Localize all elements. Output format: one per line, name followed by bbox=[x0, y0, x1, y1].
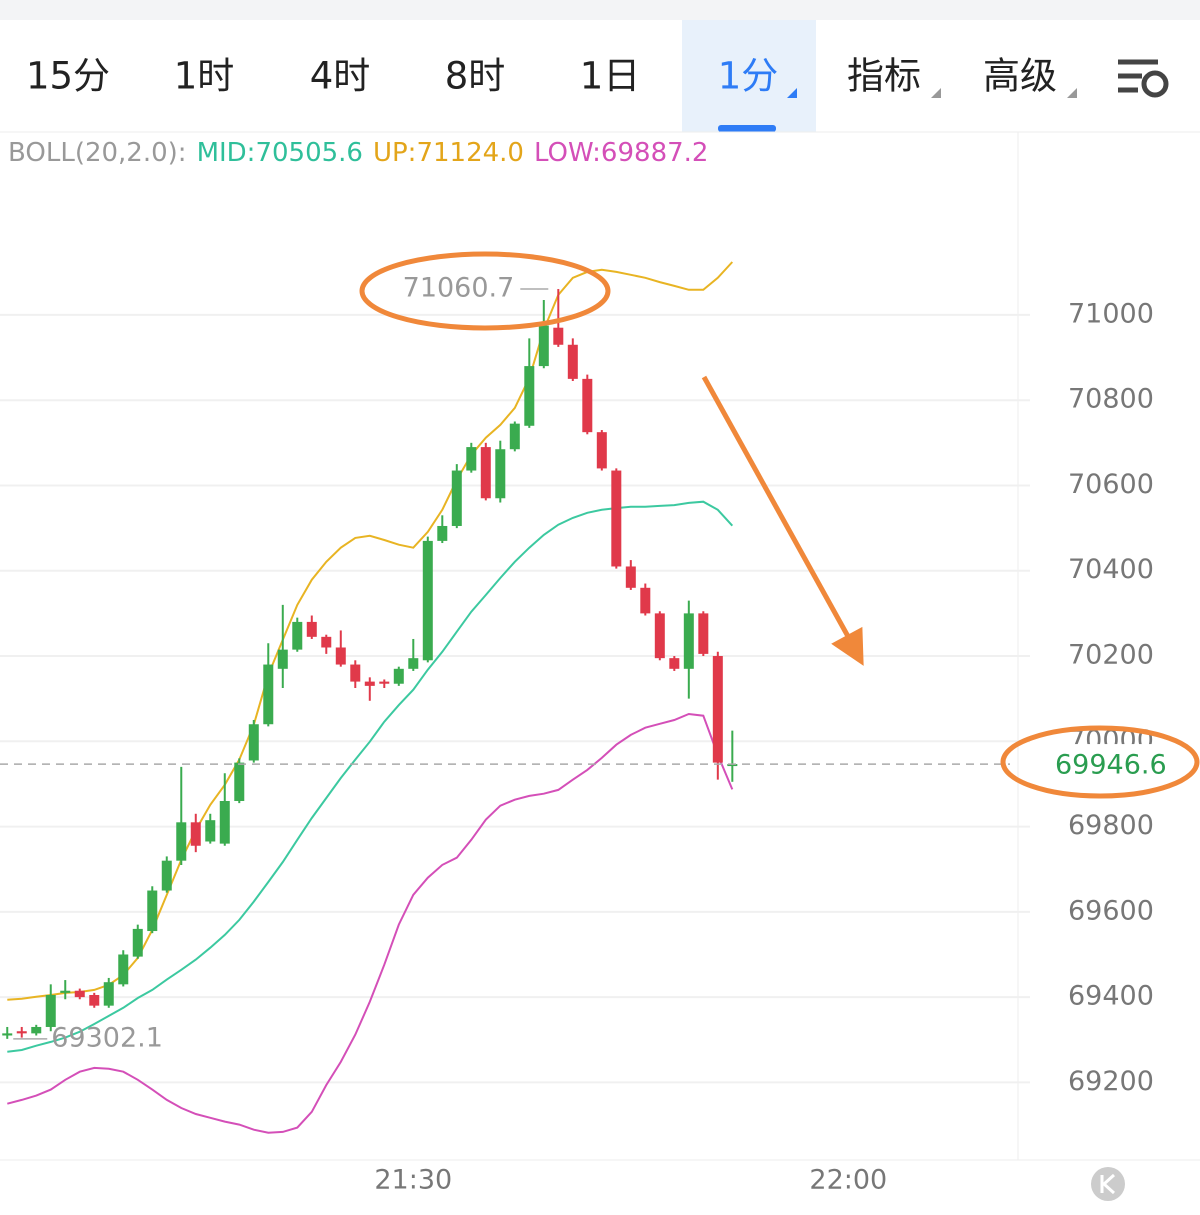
candle-body bbox=[538, 325, 549, 367]
candle-body bbox=[466, 447, 477, 471]
y-tick-label: 71000 bbox=[1068, 298, 1154, 329]
candle-body bbox=[567, 344, 578, 379]
x-tick-label: 21:30 bbox=[374, 1165, 452, 1196]
candle-body bbox=[190, 822, 201, 846]
candle-body bbox=[495, 449, 506, 499]
candle-body bbox=[480, 447, 491, 499]
candle-body bbox=[89, 994, 100, 1006]
candle-body bbox=[277, 649, 288, 669]
candle-body bbox=[364, 681, 375, 686]
x-tick-label: 22:00 bbox=[809, 1165, 887, 1196]
tab[interactable]: 4时 bbox=[310, 55, 371, 98]
candle-body bbox=[74, 990, 85, 998]
y-tick-label: 69600 bbox=[1068, 895, 1154, 926]
indicator-low: LOW:69887.2 bbox=[534, 138, 708, 168]
tab[interactable]: 指标 bbox=[847, 55, 921, 98]
candle-body bbox=[422, 540, 433, 661]
band-line bbox=[7, 261, 734, 1001]
last-price-bg bbox=[1035, 744, 1175, 785]
y-tick-label: 70400 bbox=[1068, 554, 1154, 585]
candle-body bbox=[321, 636, 332, 648]
candle-body bbox=[132, 928, 143, 957]
candle-body bbox=[654, 613, 665, 659]
candle-body bbox=[292, 621, 303, 650]
candle-body bbox=[161, 860, 172, 891]
dropdown-caret bbox=[1067, 88, 1077, 98]
tab[interactable]: 1分 bbox=[718, 55, 779, 98]
indicator-header: BOLL(20,2.0): MID:70505.6 UP:71124.0 LOW:69… bbox=[8, 138, 708, 168]
candle-body bbox=[60, 990, 71, 993]
candle-body bbox=[712, 656, 723, 763]
candle-body bbox=[147, 890, 158, 932]
settings-icon[interactable] bbox=[1118, 59, 1169, 98]
active-tab-indicator bbox=[718, 125, 776, 132]
candle-body bbox=[31, 1026, 42, 1034]
candle-body bbox=[219, 800, 230, 844]
candle-body bbox=[2, 1033, 13, 1036]
candle-body bbox=[263, 664, 274, 725]
candle-body bbox=[234, 762, 245, 801]
candle-body bbox=[611, 470, 622, 567]
last-price-label: 69946.6 bbox=[1055, 750, 1167, 781]
candle-body bbox=[408, 658, 419, 669]
tab-bar: 15分 1时 4时 8时 1日 1分 指标 高级 bbox=[26, 55, 1057, 98]
tab[interactable]: 15分 bbox=[26, 55, 110, 98]
candle-body bbox=[596, 432, 607, 469]
annotation-label: 69302.1 bbox=[51, 1022, 163, 1053]
candle-body bbox=[335, 647, 346, 665]
tab[interactable]: 1日 bbox=[580, 55, 641, 98]
annotation-label: 71060.7 bbox=[403, 273, 515, 304]
candle-body bbox=[176, 822, 187, 861]
active-tab-bg bbox=[682, 20, 816, 132]
indicator-mid: MID:70505.6 bbox=[197, 138, 363, 168]
highlight-marks bbox=[359, 251, 1200, 799]
y-tick-label: 69400 bbox=[1068, 981, 1154, 1012]
candle-body bbox=[553, 327, 564, 345]
candle-body bbox=[451, 470, 462, 526]
candle-body bbox=[248, 724, 259, 761]
candle-body bbox=[103, 982, 114, 1006]
candle-body bbox=[379, 681, 390, 684]
candle-body bbox=[727, 764, 738, 767]
candle-body bbox=[582, 378, 593, 433]
tab[interactable]: 8时 bbox=[445, 55, 506, 98]
tab[interactable]: 1时 bbox=[174, 55, 235, 98]
candle-body bbox=[509, 423, 520, 450]
candle-body bbox=[16, 1031, 27, 1034]
candle-body bbox=[205, 820, 216, 842]
candle-body bbox=[118, 954, 129, 985]
candle-body bbox=[625, 566, 636, 588]
plot: 6920069400696006980070000702007040070600… bbox=[0, 261, 1175, 1196]
y-tick-label: 70200 bbox=[1068, 640, 1154, 671]
candle-body bbox=[45, 994, 56, 1027]
candle-body bbox=[669, 658, 680, 669]
band-line bbox=[7, 712, 734, 1134]
y-tick-label: 70600 bbox=[1068, 469, 1154, 500]
candle-body bbox=[350, 664, 361, 682]
candle-body bbox=[698, 613, 709, 654]
y-tick-label: 69200 bbox=[1068, 1066, 1154, 1097]
kline-button[interactable] bbox=[1091, 1167, 1125, 1201]
candle-body bbox=[393, 668, 404, 684]
indicator-up: UP:71124.0 bbox=[373, 138, 524, 168]
tab[interactable]: 高级 bbox=[983, 55, 1057, 98]
dropdown-caret bbox=[787, 88, 797, 98]
y-tick-label: 69800 bbox=[1068, 810, 1154, 841]
band-line bbox=[7, 500, 734, 1053]
status-strip bbox=[0, 0, 1200, 20]
indicator-label: BOLL(20,2.0): bbox=[8, 138, 187, 168]
candle-body bbox=[437, 525, 448, 541]
candle-body bbox=[306, 621, 317, 637]
dropdown-caret bbox=[931, 88, 941, 98]
candle-body bbox=[524, 366, 535, 426]
candle-body bbox=[683, 613, 694, 669]
y-tick-label: 70800 bbox=[1068, 384, 1154, 415]
candle-body bbox=[640, 587, 651, 614]
